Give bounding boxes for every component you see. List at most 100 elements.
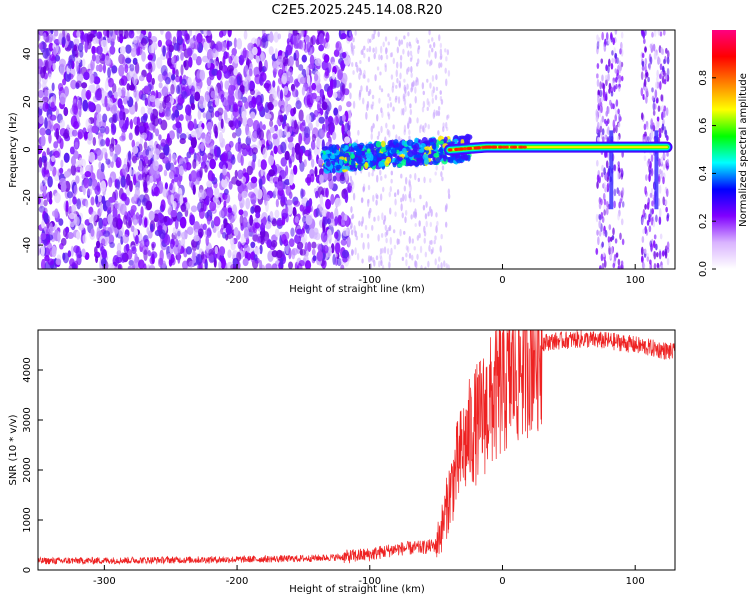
spectrogram-cell [99, 202, 103, 214]
spectrogram-cell [653, 51, 657, 60]
spectrogram-cell [214, 191, 221, 199]
spectrogram-cell [209, 254, 214, 262]
spectrogram-cell [95, 103, 102, 114]
spectrogram-cell [350, 229, 354, 236]
spectrogram-cell [176, 127, 180, 140]
signal-band [320, 133, 673, 174]
spectrogram-cell [334, 231, 339, 239]
spectrogram-cell [645, 95, 648, 104]
spectrogram-cell [170, 84, 175, 95]
spectrogram-cell [595, 247, 599, 255]
spectrogram-cell [91, 45, 96, 55]
spectrogram-cell [597, 136, 600, 143]
spectrogram-cell [401, 212, 404, 219]
spectrogram-cell [601, 74, 604, 82]
spectrogram-cell [349, 175, 353, 182]
spectrogram-cell [288, 247, 292, 260]
spectrogram-cell [83, 132, 88, 141]
spectrogram-cell [435, 225, 438, 233]
spectrogram-cell [641, 235, 645, 244]
spectrogram-cell [372, 47, 375, 53]
spectrogram-cell [617, 122, 621, 128]
spectrogram-cell [390, 170, 394, 176]
spectrogram-cell [106, 30, 110, 39]
spectrogram-cell [399, 228, 402, 237]
spectrogram-cell [174, 217, 179, 230]
spectrogram-cell [595, 109, 599, 118]
spectrogram-cell [210, 90, 216, 99]
spectrogram-cell [294, 233, 302, 244]
spectrogram-cell [658, 250, 662, 260]
spectrogram-cell [216, 146, 221, 158]
spectrogram-cell [643, 78, 647, 88]
spectrogram-cell [281, 215, 286, 226]
spectrogram-cell [209, 158, 216, 170]
spectrogram-cell [644, 131, 647, 137]
spectrogram-cell [617, 161, 620, 167]
spectrogram-cell [293, 52, 297, 61]
spectrogram-cell [464, 155, 469, 161]
spectrogram-cell [259, 264, 266, 269]
spectrogram-cell [319, 88, 325, 98]
spectrogram-cell [359, 60, 362, 65]
spectrogram-cell [214, 246, 219, 255]
spectrogram-cell [302, 119, 306, 127]
spectrogram-cell [600, 105, 603, 114]
spectrogram-cell [411, 82, 414, 87]
spectrogram-cell [310, 140, 316, 151]
spectrogram-cell [257, 158, 262, 168]
spectrogram-cell [651, 31, 654, 38]
spectrogram-cell [241, 110, 246, 120]
spectrogram-cell [332, 147, 337, 154]
spectrogram-cell [206, 76, 212, 87]
spectrogram-cell [48, 73, 52, 80]
spectrogram-cell [118, 30, 124, 37]
spectrogram-cell [128, 30, 135, 39]
spectrogram-cell [180, 203, 186, 213]
spectrogram-cell [285, 106, 289, 116]
spectrogram-cell [379, 252, 382, 260]
spectrogram-cell [202, 223, 207, 231]
spectrogram-cell [445, 126, 449, 132]
spectrogram-cell [403, 230, 406, 235]
spectrogram-cell [649, 192, 653, 198]
spectrogram-cell [188, 260, 195, 268]
spectrogram-cell [110, 137, 115, 147]
colorbar-tick-label: 0.8 [698, 70, 709, 86]
spectrogram-cell [59, 243, 64, 250]
spectrogram-cell [76, 198, 82, 210]
spectrogram-cell [223, 112, 228, 121]
spectrogram-cell [166, 101, 172, 110]
spectrogram-cell [605, 64, 608, 72]
spectrogram-cell [42, 96, 49, 104]
spectrogram-cell [354, 247, 357, 256]
spectrogram-cell [63, 86, 69, 97]
spectrogram-cell [660, 156, 663, 165]
spectrogram-cell [373, 30, 376, 35]
spectrogram-cell [386, 103, 390, 109]
spectrogram-cell [60, 159, 64, 168]
spectrogram-cell [316, 137, 321, 149]
spectrogram-cell [198, 262, 204, 269]
spectrogram-cells [38, 30, 670, 269]
spectrogram-cell [666, 158, 670, 167]
spectrogram-cell [109, 45, 116, 55]
spectrogram-cell [365, 111, 368, 120]
spectrogram-cell [187, 120, 194, 131]
spectrogram-cell [284, 125, 288, 136]
spectrogram-cell [288, 55, 294, 67]
spectrogram-cell [377, 130, 381, 137]
spectrogram-cell [358, 91, 362, 98]
spectrogram-cell [73, 44, 78, 52]
spectrogram-cell [653, 103, 657, 110]
spectrogram-cell [104, 79, 109, 91]
spectrogram-cell [280, 75, 287, 85]
spectrogram-cell [231, 47, 237, 56]
spectrogram-cell [70, 164, 77, 176]
spectrogram-cell [641, 217, 645, 224]
spectrogram-cell [427, 153, 433, 159]
spectrogram-cell [42, 184, 47, 197]
spectrogram-cell [274, 228, 280, 238]
spectrogram-cell [350, 222, 353, 229]
